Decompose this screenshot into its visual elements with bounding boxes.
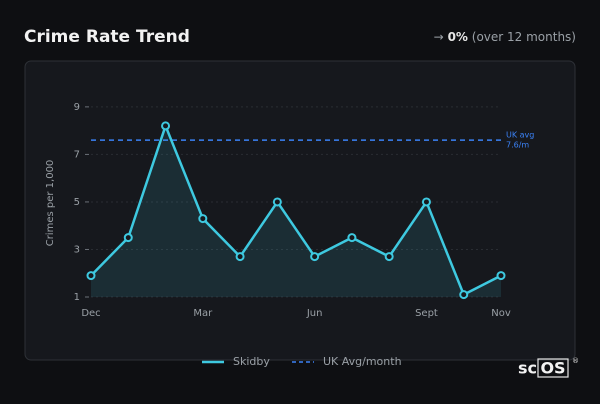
x-tick-label: Mar — [193, 308, 213, 319]
legend-label: UK Avg/month — [323, 355, 402, 368]
change-period: (over 12 months) — [472, 30, 576, 44]
logo: sc OS ® — [518, 357, 579, 378]
y-tick-label: 7 — [74, 149, 80, 160]
change-summary: → 0% (over 12 months) — [434, 30, 576, 44]
data-point — [198, 214, 208, 224]
change-value: 0% — [448, 30, 468, 44]
change-arrow: → — [434, 30, 444, 44]
y-tick-label: 5 — [74, 197, 80, 208]
x-tick-label: Nov — [491, 308, 511, 319]
reference-label: UK avg — [506, 131, 534, 140]
data-point — [384, 252, 394, 262]
x-tick-label: Sept — [415, 308, 438, 319]
series-line — [90, 124, 502, 296]
data-point — [310, 252, 320, 262]
data-point — [123, 233, 133, 243]
logo-mark: ® — [572, 357, 579, 365]
data-point — [459, 290, 469, 300]
series-area — [91, 125, 501, 297]
data-point — [86, 271, 96, 281]
data-point — [235, 252, 245, 262]
x-tick-label: Dec — [81, 308, 100, 319]
data-point — [161, 121, 171, 131]
y-tick-label: 9 — [74, 102, 80, 113]
data-point — [496, 271, 506, 281]
logo-prefix: sc — [518, 359, 537, 378]
reference-value-label: 7.6/m — [506, 141, 529, 150]
data-point — [421, 197, 431, 207]
y-axis-label: Crimes per 1,000 — [45, 160, 56, 247]
logo-boxed: OS — [540, 359, 565, 378]
y-tick-label: 3 — [74, 244, 80, 255]
data-point — [347, 233, 357, 243]
logo-box — [537, 358, 569, 378]
y-tick-label: 1 — [74, 292, 80, 303]
x-tick-label: Jun — [306, 308, 323, 319]
legend-label: Skidby — [233, 355, 270, 368]
data-point — [272, 197, 282, 207]
title: Crime Rate Trend — [24, 27, 190, 47]
